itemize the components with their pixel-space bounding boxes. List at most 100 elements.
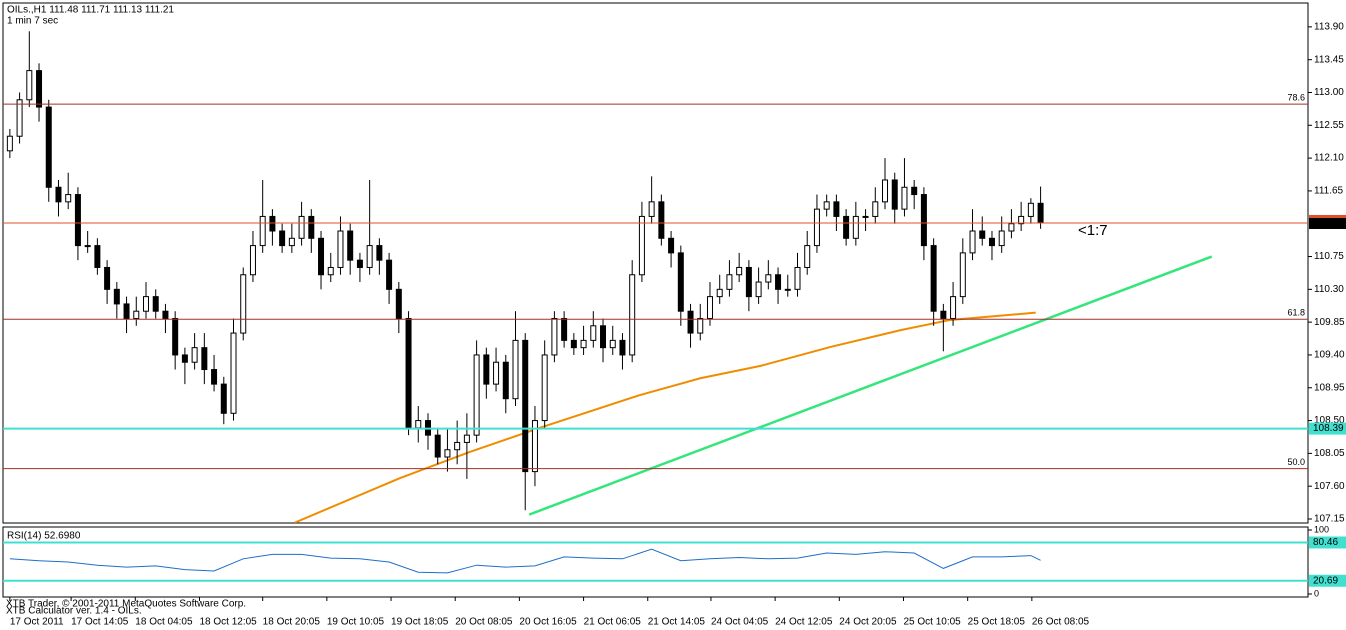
- candle-body: [211, 369, 218, 385]
- candle-body: [765, 274, 772, 283]
- y-tick-label: 111.65: [1314, 186, 1344, 197]
- candle-body: [726, 274, 733, 290]
- rsi-level-box: [1309, 536, 1346, 549]
- candle-body: [26, 70, 33, 101]
- candle-body: [1008, 223, 1015, 232]
- rsi-tick-label: 0: [1314, 588, 1319, 598]
- moving-average: [294, 311, 1036, 523]
- candle-body: [706, 296, 713, 319]
- candle-body: [745, 266, 752, 298]
- main-frame: [2, 2, 1309, 524]
- candle-body: [911, 186, 918, 196]
- candle-body: [687, 310, 694, 334]
- candle-body: [356, 259, 363, 268]
- candle-body: [541, 354, 548, 422]
- y-tick-label: 110.30: [1314, 284, 1344, 295]
- support-box: [1309, 422, 1346, 435]
- y-tick-label: 113.45: [1314, 54, 1344, 65]
- fib-label: 50.0: [1287, 457, 1305, 467]
- candle-body: [804, 245, 811, 268]
- candle-body: [891, 179, 898, 210]
- candle-body: [843, 215, 850, 239]
- candle-body: [337, 230, 344, 268]
- x-tick-label: 18 Oct 12:05: [199, 617, 257, 628]
- candle-body: [736, 266, 743, 276]
- candle-body: [123, 303, 130, 319]
- y-tick-label: 110.75: [1314, 251, 1344, 262]
- support-label: 108.39: [1313, 423, 1344, 434]
- y-tick-label: 109.85: [1314, 317, 1345, 328]
- candle-body: [775, 274, 782, 290]
- candle-body: [269, 215, 276, 232]
- candle-body: [998, 230, 1005, 247]
- candle-body: [969, 230, 976, 254]
- candle-body: [648, 201, 655, 217]
- candle-body: [240, 274, 247, 334]
- footer: XTB Trader, © 2001-2011 MetaQuotes Softw…: [6, 599, 246, 610]
- candle-body: [677, 252, 684, 312]
- candle-body: [716, 288, 723, 298]
- candle-body: [6, 135, 13, 152]
- candle-body: [852, 215, 859, 239]
- rsi-level-label: 20.69: [1313, 575, 1338, 586]
- candle-body: [133, 310, 140, 319]
- candle-body: [395, 288, 402, 319]
- candle-body: [833, 201, 840, 217]
- candle-body: [347, 230, 354, 261]
- candle-body: [882, 179, 889, 203]
- rsi-tick-label: 100: [1314, 524, 1329, 534]
- candle-body: [668, 237, 675, 254]
- candle-body: [405, 317, 412, 429]
- candle-body: [279, 230, 286, 247]
- candle-body: [74, 194, 81, 247]
- y-tick-label: 108.95: [1314, 382, 1345, 393]
- annotation: <1:7: [1078, 222, 1108, 239]
- candle-body: [1018, 215, 1025, 225]
- fib-label: 61.8: [1287, 308, 1305, 318]
- candle-body: [415, 420, 422, 429]
- candle-body: [609, 339, 616, 349]
- candle-body: [386, 259, 393, 290]
- chart-title: OILs.,H1 111.48 111.71 111.13 111.21: [7, 5, 174, 16]
- candle-body: [959, 252, 966, 298]
- candle-body: [784, 288, 791, 291]
- plot-area: [6, 31, 1213, 523]
- candle-body: [298, 215, 305, 239]
- candle-body: [191, 347, 198, 363]
- price-box: [1309, 216, 1346, 229]
- candle-body: [988, 237, 995, 247]
- candle-body: [512, 339, 519, 400]
- candle-body: [483, 354, 490, 385]
- candle-body: [152, 296, 159, 312]
- candle-body: [220, 383, 227, 414]
- x-tick-label: 21 Oct 06:05: [584, 617, 642, 628]
- candle-body: [930, 245, 937, 312]
- candle-body: [979, 230, 986, 239]
- y-tick-label: 108.05: [1314, 448, 1345, 459]
- candle-body: [872, 201, 879, 217]
- x-tick-label: 20 Oct 16:05: [519, 617, 577, 628]
- candle-body: [950, 296, 957, 319]
- candle-body: [813, 208, 820, 247]
- candle-body: [658, 201, 665, 239]
- candle-body: [434, 434, 441, 458]
- y-tick-label: 112.10: [1314, 153, 1344, 164]
- y-tick-label: 113.90: [1314, 22, 1344, 33]
- candle-body: [327, 266, 334, 276]
- candle-body: [551, 317, 558, 356]
- price-label: 111.21: [1313, 218, 1343, 229]
- x-tick-label: 24 Oct 20:05: [839, 617, 897, 628]
- candle-body: [638, 215, 645, 276]
- candle-body: [901, 186, 908, 210]
- candle-body: [249, 245, 256, 276]
- rsi-line: [9, 548, 1041, 574]
- candle-body: [862, 215, 869, 218]
- x-tick-label: 26 Oct 08:05: [1032, 617, 1090, 628]
- candle-body: [629, 274, 636, 356]
- trendline: [528, 255, 1213, 516]
- fib-label: 78.6: [1287, 93, 1305, 103]
- candle-body: [794, 266, 801, 290]
- candle-body: [940, 310, 947, 319]
- x-tick-label: 20 Oct 08:05: [455, 617, 513, 628]
